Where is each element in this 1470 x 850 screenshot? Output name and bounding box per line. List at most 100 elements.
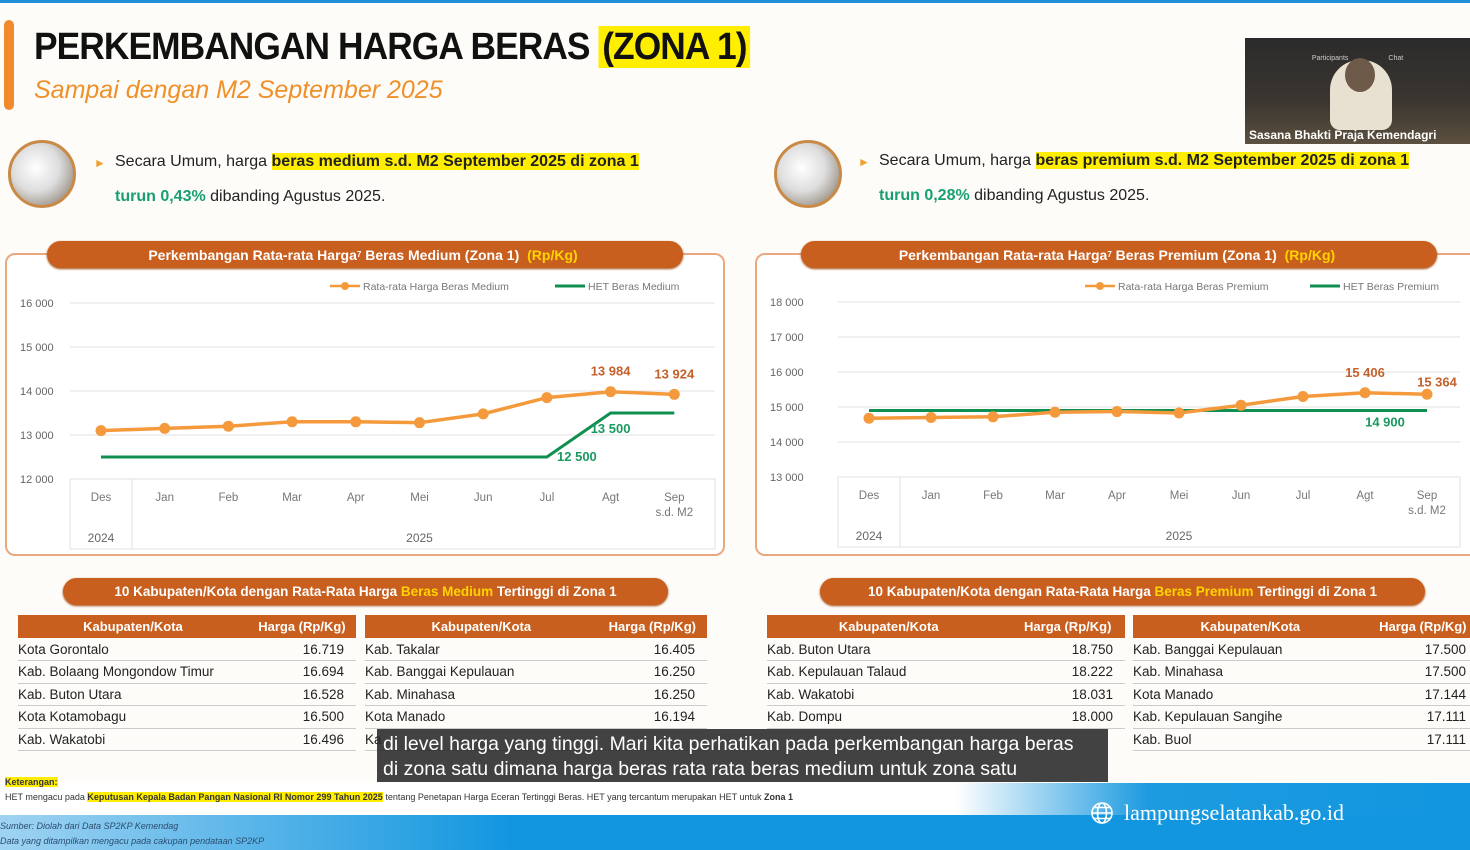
x-tick-sublabel: s.d. M2: [1408, 505, 1446, 517]
chart-title-rest: Beras Medium (Zona 1): [361, 246, 524, 263]
header-region: Kabupaten/Kota: [365, 615, 598, 638]
legend-label: Rata-rata Harga Beras Premium: [1118, 281, 1269, 293]
region-name: Kab. Minahasa: [1133, 660, 1368, 684]
table-row: Kab. Buol 17.111: [1133, 728, 1470, 751]
chart-title-text: Perkembangan Rata-rata Harga: [898, 246, 1108, 263]
summary-premium-line1: Secara Umum, harga beras premium s.d. M2…: [879, 152, 1409, 170]
data-point: [1111, 406, 1123, 418]
x-tick-label: Agt: [602, 492, 620, 504]
summary-prefix: Secara Umum, harga: [879, 152, 1036, 169]
video-feed[interactable]: Participants Chat Sasana Bhakti Praja Kem…: [1245, 38, 1470, 144]
data-point: [1421, 388, 1433, 400]
premium-price-chart: 13 000 14 000 15 000 16 000 17 000 18 000 Des J…: [770, 281, 1461, 548]
year-label: 2024: [856, 529, 883, 543]
bullet-icon: ►: [858, 155, 870, 169]
data-point: [1359, 387, 1371, 399]
region-name: Kab. Wakatobi: [767, 683, 1011, 706]
region-name: Kab. Banggai Kepulauan: [365, 660, 598, 684]
subtitle-caption: di level harga yang tinggi. Mari kita pe…: [377, 729, 1108, 782]
header-price: Harga (Rp/Kg): [1367, 615, 1470, 638]
year-label: 2024: [88, 531, 115, 545]
summary-highlight: beras premium s.d. M2 September 2025 di …: [1035, 152, 1409, 169]
region-name: Kab. Dompu: [767, 705, 1011, 729]
y-tick-label: 17 000: [770, 332, 804, 344]
y-tick-label: 16 000: [20, 298, 54, 310]
website-watermark: lampungselatankab.go.id: [1090, 800, 1344, 826]
x-tick-label: Sep: [664, 492, 684, 504]
legend-label: HET Beras Premium: [1343, 281, 1439, 293]
summary-medium-line1: Secara Umum, harga beras medium s.d. M2 …: [115, 153, 639, 171]
notes-label: Keterangan:: [5, 777, 58, 787]
price-value: 16.496: [247, 728, 356, 751]
x-tick-label: Feb: [218, 492, 238, 504]
region-name: Kab. Kepulauan Sangihe: [1133, 705, 1368, 729]
medium-chart-title: Perkembangan Rata-rata Harga 7 Beras Medi…: [47, 241, 683, 268]
video-caption: Sasana Bhakti Praja Kemendagri: [1249, 128, 1437, 142]
price-value: 16.250: [597, 683, 707, 706]
table-header: Kabupaten/Kota Harga (Rp/Kg): [767, 615, 1125, 638]
data-point: [668, 388, 680, 400]
table-row: Kota Gorontalo 16.719: [18, 638, 356, 661]
x-tick-label: Mar: [1045, 490, 1065, 502]
data-label: 13 500: [591, 421, 631, 436]
legend-marker: [341, 282, 349, 290]
chart-title-sup: 7: [1107, 250, 1112, 259]
summary-medium-line2: turun 0,43% dibanding Agustus 2025.: [115, 188, 385, 206]
x-tick-label: Jan: [922, 490, 941, 502]
price-value: 18.222: [1010, 660, 1125, 684]
price-value: 16.528: [247, 683, 356, 706]
rice-image: [774, 140, 842, 208]
table-row: Kab. Takalar 16.405: [365, 638, 707, 661]
website-url: lampungselatankab.go.id: [1124, 800, 1344, 825]
y-tick-label: 15 000: [20, 342, 54, 354]
chart-title-sup: 7: [356, 250, 362, 259]
region-name: Kab. Banggai Kepulauan: [1133, 638, 1368, 661]
x-tick-label: Mar: [282, 492, 302, 504]
table-header: Kabupaten/Kota Harga (Rp/Kg): [365, 615, 707, 638]
table-row: Kab. Dompu 18.000: [767, 705, 1125, 729]
header-price: Harga (Rp/Kg): [247, 615, 356, 638]
x-tick-label: Sep: [1417, 490, 1437, 502]
x-tick-label: Apr: [1108, 490, 1126, 502]
data-point: [1235, 399, 1247, 411]
data-point: [414, 417, 425, 429]
data-label: 12 500: [557, 449, 597, 464]
participants-button[interactable]: Participants: [1311, 55, 1349, 62]
table-title-highlight: Beras Premium: [1154, 584, 1254, 599]
data-point: [286, 416, 298, 428]
x-tick-label: Des: [859, 490, 880, 502]
average-price-line: [100, 389, 675, 433]
premium-table-left: Kabupaten/Kota Harga (Rp/Kg) Kab. Buton Ut…: [767, 615, 1125, 729]
chart-title-unit: (Rp/Kg): [1284, 246, 1336, 263]
y-tick-label: 14 000: [20, 386, 54, 398]
price-value: 17.111: [1367, 728, 1470, 751]
video-toolbar: Participants Chat: [1245, 38, 1470, 62]
price-value: 18.750: [1010, 638, 1125, 661]
summary-highlight: beras medium s.d. M2 September 2025 di z…: [271, 153, 639, 170]
summary-premium-line2: turun 0,28% dibanding Agustus 2025.: [879, 187, 1149, 205]
table-header: Kabupaten/Kota Harga (Rp/Kg): [1133, 615, 1470, 638]
chat-button[interactable]: Chat: [1388, 55, 1404, 62]
region-name: Kota Manado: [365, 705, 598, 729]
data-point: [987, 411, 999, 423]
region-name: Kab. Minahasa: [365, 683, 598, 706]
data-point: [925, 412, 937, 423]
source-note: Sumber: Diolah dari Data SP2KP Kemendag: [0, 821, 179, 831]
summary-suffix: dibanding Agustus 2025.: [205, 188, 386, 205]
data-point: [541, 392, 553, 404]
premium-table-right: Kabupaten/Kota Harga (Rp/Kg) Kab. Banggai …: [1133, 615, 1470, 751]
chart-title-unit: (Rp/Kg): [527, 246, 578, 263]
table-title-post: Tertinggi di Zona 1: [1253, 584, 1378, 599]
medium-price-chart: 12 000 13 000 14 000 15 000 16 000 Des Jan Feb M…: [20, 281, 716, 550]
table-title-pre: 10 Kabupaten/Kota dengan Rata-Rata Harga: [867, 584, 1155, 599]
header-region: Kabupaten/Kota: [1133, 615, 1368, 638]
region-name: Kab. Buol: [1133, 728, 1368, 751]
x-axis-box: [837, 476, 1461, 548]
chart-title-text: Perkembangan Rata-rata Harga: [148, 246, 357, 263]
table-row: Kota Manado 17.144: [1133, 683, 1470, 706]
het-note: HET mengacu pada Keputusan Kepala Badan …: [5, 792, 793, 802]
data-point: [863, 412, 875, 424]
table-title-highlight: Beras Medium: [400, 584, 494, 599]
table-title-pre: 10 Kabupaten/Kota dengan Rata-Rata Harga: [114, 584, 401, 599]
x-tick-label: Jun: [1232, 490, 1251, 502]
